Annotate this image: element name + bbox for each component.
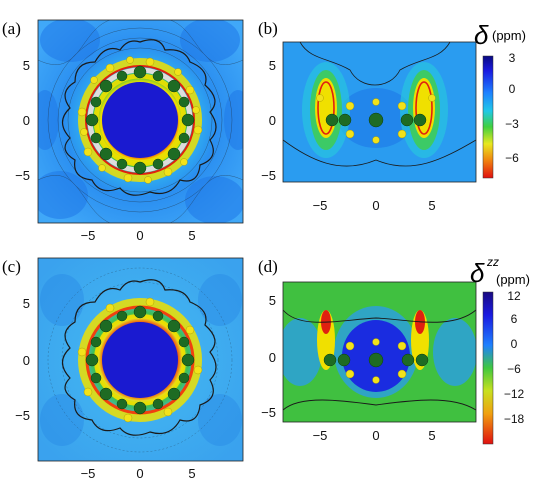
panel-d-xtick: 0 (372, 428, 379, 443)
panel-c-frame (37, 257, 244, 462)
panel-b-ytick: −5 (261, 168, 276, 183)
colorbar-bottom-tick: −6 (507, 362, 521, 376)
colorbar-bottom-tick: 12 (507, 289, 521, 303)
panel-a-molecule (77, 56, 203, 184)
panel-d-xtick: −5 (313, 428, 328, 443)
panel-c-xtick: 5 (188, 466, 195, 481)
colorbar-top-unit: (ppm) (492, 28, 526, 43)
colorbar-top-tick: −3 (505, 117, 519, 131)
panel-c-molecule (77, 297, 203, 423)
panel-a-label: (a) (2, 19, 21, 38)
panel-a: (a) 5 0 −5 (2, 19, 244, 224)
panel-a-frame (37, 19, 244, 224)
panel-a-core (102, 82, 178, 158)
colorbar-bottom-tick: 0 (511, 337, 518, 351)
panel-d-molecule (323, 338, 429, 384)
panel-b-frame (282, 41, 477, 183)
panel-d-ytick: 0 (269, 350, 276, 365)
panel-a-ytick: 5 (23, 58, 30, 73)
panel-d-yticks: 5 0 −5 (261, 293, 276, 420)
colorbar-bottom: δ zz (ppm) 12 6 0 −6 −12 −18 (470, 255, 530, 445)
panel-c-xticks: −5 0 5 (81, 466, 196, 481)
panel-c: (c) 5 0 −5 −5 0 5 (2, 257, 244, 481)
panel-a-ytick: −5 (15, 168, 30, 183)
panel-b: (b) 5 0 −5 −5 0 5 (258, 19, 477, 213)
colorbar-bottom-tick: −12 (504, 387, 525, 401)
panel-c-ring-contour (61, 279, 217, 436)
panel-c-xtick: 0 (136, 466, 143, 481)
panel-b-label: (b) (258, 19, 278, 38)
colorbar-top-tick: −6 (505, 151, 519, 165)
panel-d-label: (d) (258, 257, 278, 276)
panel-b-molecule (316, 94, 436, 144)
colorbar-bottom-symbol: δ (470, 258, 485, 288)
colorbar-top-scale (482, 55, 494, 179)
panel-d-xtick: 5 (428, 428, 435, 443)
panel-a-ytick: 0 (23, 113, 30, 128)
panel-c-core (102, 322, 178, 398)
svg-text:0: 0 (136, 228, 143, 243)
colorbar-top-tick: 0 (509, 82, 516, 96)
panel-c-ytick: −5 (15, 408, 30, 423)
panel-d-ytick: 5 (269, 293, 276, 308)
panel-c-ytick: 0 (23, 353, 30, 368)
panel-d-xticks: −5 0 5 (313, 428, 436, 443)
panel-b-xtick: −5 (313, 198, 328, 213)
colorbar-top-symbol: δ (474, 20, 489, 50)
svg-text:−5: −5 (81, 228, 96, 243)
panel-b-ytick: 0 (269, 113, 276, 128)
panel-c-label: (c) (2, 257, 21, 276)
panel-c-yticks: 5 0 −5 (15, 296, 30, 423)
colorbar-bottom-unit: (ppm) (496, 272, 530, 287)
panel-d-ytick: −5 (261, 405, 276, 420)
panel-a-ring-contour (61, 39, 217, 196)
panel-b-xtick: 5 (428, 198, 435, 213)
svg-text:5: 5 (188, 228, 195, 243)
colorbar-bottom-superscript: zz (486, 255, 499, 269)
panel-a-xticks: −5 0 5 (81, 228, 196, 243)
panel-a-yticks: 5 0 −5 (15, 58, 30, 183)
panel-c-xtick: −5 (81, 466, 96, 481)
panel-b-ytick: 5 (269, 58, 276, 73)
panel-b-yticks: 5 0 −5 (261, 58, 276, 183)
colorbar-top: δ (ppm) 3 0 −3 −6 (474, 20, 526, 179)
panel-d: (d) 5 0 −5 −5 0 5 (258, 257, 477, 443)
panel-b-xticks: −5 0 5 (313, 198, 436, 213)
colorbar-top-tick: 3 (509, 51, 516, 65)
panel-b-xtick: 0 (372, 198, 379, 213)
panel-c-ytick: 5 (23, 296, 30, 311)
colorbar-bottom-tick: −18 (504, 412, 525, 426)
panel-d-frame (282, 281, 477, 423)
colorbar-bottom-tick: 6 (511, 312, 518, 326)
colorbar-bottom-scale (482, 291, 494, 445)
